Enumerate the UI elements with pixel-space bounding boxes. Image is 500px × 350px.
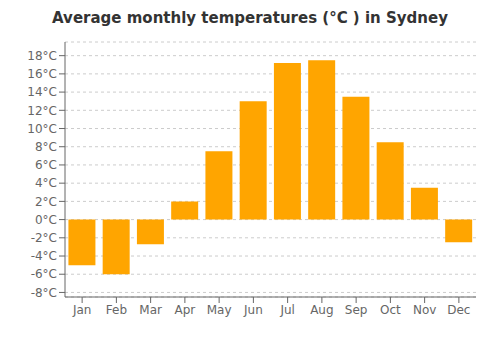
svg-text:10°C: 10°C [27, 122, 57, 136]
svg-text:0°C: 0°C [35, 213, 57, 227]
svg-text:-4°C: -4°C [31, 249, 57, 263]
svg-text:Mar: Mar [139, 303, 162, 317]
html-text:Average monthly temperatures (: Average monthly temperatures (°C ) in Sy… [52, 9, 448, 27]
svg-text:Jan: Jan [72, 303, 92, 317]
svg-text:2°C: 2°C [35, 195, 57, 209]
svg-text:Apr: Apr [174, 303, 195, 317]
svg-text:-8°C: -8°C [31, 286, 57, 300]
svg-text:May: May [207, 303, 232, 317]
svg-text:6°C: 6°C [35, 158, 57, 172]
svg-text:Feb: Feb [106, 303, 127, 317]
svg-text:12°C: 12°C [27, 104, 57, 118]
svg-text:Jun: Jun [243, 303, 263, 317]
svg-text:Aug: Aug [310, 303, 333, 317]
svg-text:Sep: Sep [345, 303, 368, 317]
svg-text:-2°C: -2°C [31, 231, 57, 245]
svg-text:Nov: Nov [413, 303, 436, 317]
svg-text:Jul: Jul [279, 303, 294, 317]
svg-text:4°C: 4°C [35, 176, 57, 190]
svg-text:-6°C: -6°C [31, 267, 57, 281]
svg-text:8°C: 8°C [35, 140, 57, 154]
svg-text:Oct: Oct [380, 303, 401, 317]
svg-text:18°C: 18°C [27, 49, 57, 63]
svg-text:16°C: 16°C [27, 67, 57, 81]
svg-text:14°C: 14°C [27, 85, 57, 99]
svg-text:Dec: Dec [447, 303, 470, 317]
